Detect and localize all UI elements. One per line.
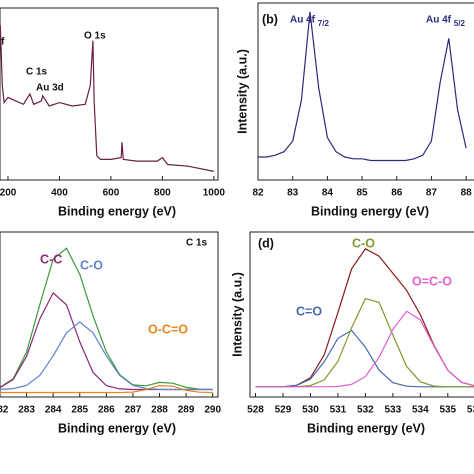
y-axis-title: Intensity (a.u.): [235, 49, 249, 134]
spectrum-line: [255, 297, 474, 388]
x-tick-label: 290: [204, 405, 221, 416]
spectrum-line: [0, 25, 215, 172]
x-tick-label: 529: [275, 405, 292, 416]
x-tick-label: 400: [51, 188, 68, 199]
panel-label: (d): [258, 236, 274, 250]
x-tick-label: 532: [357, 405, 374, 416]
peak-label: C-O: [80, 258, 103, 272]
peak-label: C-C: [40, 252, 62, 266]
peak-label: C-O: [352, 236, 375, 250]
x-tick-label: 536: [467, 405, 474, 416]
x-axis-title: Binding energy (eV): [58, 421, 176, 435]
x-tick-label: 284: [45, 405, 62, 416]
plot-frame: [0, 231, 219, 398]
annotation-subscript: 5/2: [454, 19, 466, 28]
x-axis-title: Binding energy (eV): [307, 421, 425, 435]
plot-frame: [0, 7, 219, 181]
peak-label: O=C-O: [412, 274, 452, 288]
x-axis-title: Binding energy (eV): [58, 204, 176, 218]
x-tick-label: 1000: [203, 188, 226, 199]
annotation: C 1s: [26, 67, 48, 78]
x-tick-label: 283: [18, 405, 35, 416]
x-tick-label: 531: [330, 405, 347, 416]
x-tick-label: 200: [0, 188, 17, 199]
annotation: Au 4f 7/2: [290, 15, 329, 28]
annotation-subscript: 7/2: [318, 19, 330, 28]
x-tick-label: 282: [0, 405, 9, 416]
x-tick-label: 530: [302, 405, 319, 416]
spectrum-line: [255, 310, 474, 388]
x-tick-label: 286: [98, 405, 115, 416]
x-tick-label: 87: [426, 188, 438, 199]
spectrum-line: [0, 321, 213, 391]
plot-frame: [257, 2, 474, 181]
y-axis-title: Intensity (a.u.): [230, 272, 244, 357]
x-tick-label: 534: [412, 405, 429, 416]
annotation: Au 3d: [36, 83, 64, 94]
spectrum-line: [255, 248, 474, 388]
x-tick-label: 287: [125, 405, 142, 416]
x-axis-title: Binding energy (eV): [311, 204, 429, 218]
annotation: Au 4f 5/2: [426, 15, 465, 28]
spectrum-line: [0, 384, 213, 394]
x-tick-label: 285: [71, 405, 88, 416]
x-tick-label: 88: [461, 188, 473, 199]
x-tick-label: 85: [357, 188, 369, 199]
annotation: C 1s: [186, 238, 208, 249]
spectrum-line: [258, 11, 467, 162]
x-tick-label: 800: [154, 188, 171, 199]
annotation: f: [1, 37, 5, 48]
annotation: O 1s: [84, 31, 106, 42]
plot-frame: [249, 231, 474, 398]
x-tick-label: 528: [247, 405, 264, 416]
x-tick-label: 86: [391, 188, 403, 199]
x-tick-label: 600: [103, 188, 120, 199]
spectrum-line: [0, 247, 213, 391]
x-tick-label: 289: [178, 405, 195, 416]
x-tick-label: 84: [322, 188, 334, 199]
panel-label: (b): [262, 12, 278, 26]
x-tick-label: 535: [439, 405, 456, 416]
x-tick-label: 83: [287, 188, 299, 199]
spectrum-line: [0, 291, 213, 391]
peak-label: C=O: [296, 304, 322, 318]
x-tick-label: 82: [252, 188, 264, 199]
x-tick-label: 533: [385, 405, 402, 416]
x-tick-label: 288: [151, 405, 168, 416]
peak-label: O-C=O: [148, 322, 188, 336]
